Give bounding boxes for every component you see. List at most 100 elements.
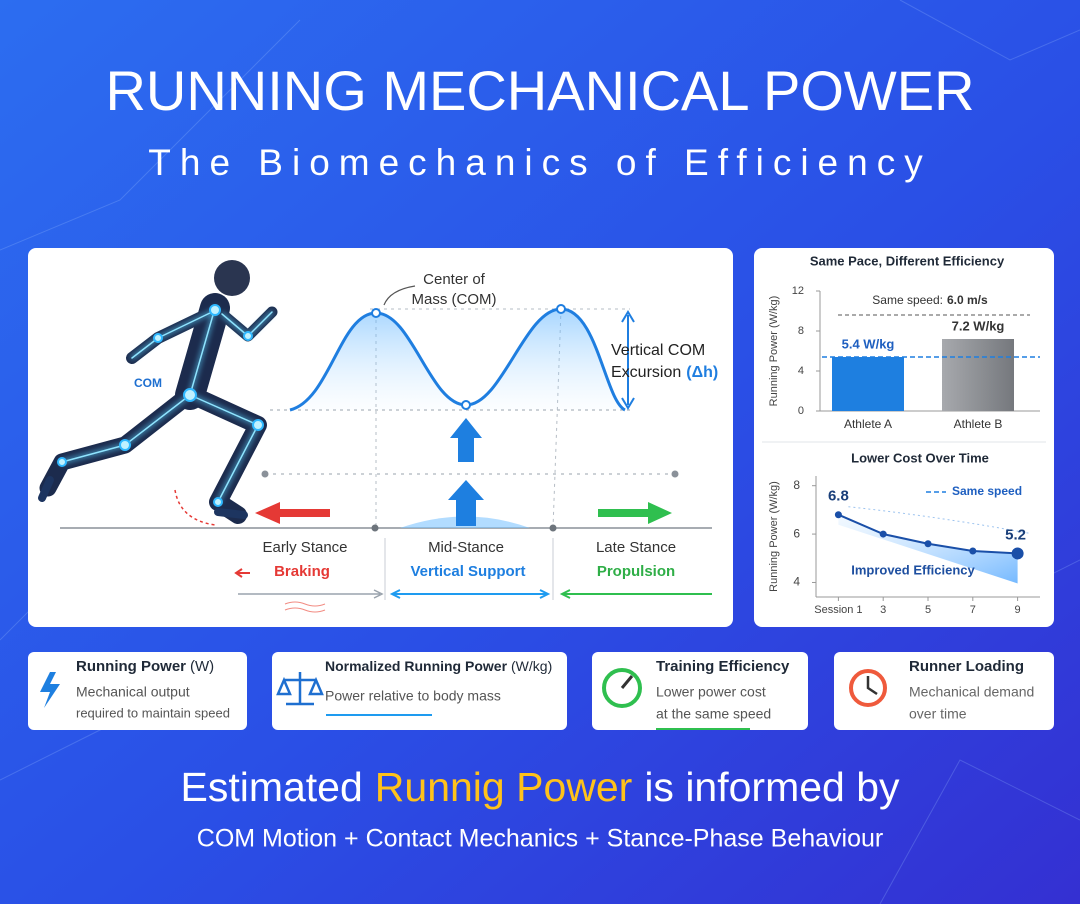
clock-icon (849, 669, 887, 707)
braking-arrow (255, 502, 330, 524)
footer-title: Estimated Runnig Power is informed by (180, 764, 900, 810)
clock-hands (866, 676, 878, 696)
excursion-label-text: Excursion (611, 364, 681, 381)
card-title: Running Power (W) (76, 658, 214, 675)
card-description: required to maintain speed (76, 705, 230, 720)
joint (252, 419, 264, 431)
legend-label: Same speed (952, 484, 1022, 498)
gauge-needle (620, 675, 634, 689)
phase-role: Vertical Support (410, 563, 525, 580)
phase-role: Propulsion (597, 563, 675, 580)
x-tick-label: Athlete B (954, 417, 1003, 431)
excursion-arrow (621, 310, 635, 410)
chart-title: Lower Cost Over Time (851, 450, 989, 465)
card-title-text: Running Power (76, 658, 186, 675)
guide-dot (671, 470, 679, 478)
phase-name: Early Stance (262, 539, 347, 556)
phase-name: Mid-Stance (428, 539, 504, 556)
bar (832, 357, 904, 411)
support-arrow (450, 418, 482, 462)
joint (209, 304, 221, 316)
point (1011, 547, 1024, 560)
card-title: Training Efficiency (656, 658, 790, 675)
support-arrow (448, 480, 484, 526)
title: RUNNING MECHANICAL POWER (105, 59, 974, 122)
runner (38, 260, 278, 524)
joint (57, 457, 67, 467)
gauge-ring (602, 668, 642, 708)
y-tick-label: 12 (792, 285, 804, 297)
footer-subtitle: COM Motion + Contact Mechanics + Stance-… (197, 825, 883, 853)
scale-icon (276, 672, 324, 706)
com-peak (556, 304, 566, 314)
card (28, 652, 247, 730)
shoe (214, 508, 248, 519)
phase-role: Braking (274, 563, 330, 580)
footer-tail: is informed by (644, 764, 900, 810)
card-title: Runner Loading (909, 658, 1024, 675)
com-marker: COM (134, 376, 162, 390)
annotation: Same speed: 6.0 m/s (872, 293, 988, 307)
excursion-label: Vertical COM (611, 342, 705, 359)
card-unit: (W/kg) (511, 658, 552, 674)
charts: Same Pace, Different Efficiency Running P… (768, 253, 1040, 616)
phase-bar (238, 589, 384, 599)
bar (942, 339, 1014, 411)
com-peak (371, 308, 381, 318)
x-tick-label: 9 (1015, 604, 1021, 616)
card (272, 652, 567, 730)
com-area (290, 309, 625, 410)
annotation: Improved Efficiency (851, 562, 975, 577)
x-tick-label: 5 (925, 604, 931, 616)
value-label: 7.2 W/kg (952, 318, 1005, 333)
x-tick-label: Session 1 (814, 604, 862, 616)
point (924, 540, 932, 548)
propulsion-arrow (598, 502, 672, 524)
com-label: Center of (423, 271, 486, 288)
card-description: over time (909, 706, 967, 722)
chart-title: Same Pace, Different Efficiency (810, 253, 1005, 268)
point (834, 511, 842, 519)
guide-dot (261, 470, 269, 478)
ground-dot (549, 524, 557, 532)
joint (153, 333, 163, 343)
y-axis-label: Running Power (W/kg) (768, 296, 780, 407)
card-title: Normalized Running Power (W/kg) (325, 658, 552, 674)
braking-icon (234, 568, 250, 578)
runner-joints (57, 304, 264, 507)
excursion-symbol: (Δh) (686, 364, 718, 381)
annotation-label: Same speed: (872, 293, 943, 307)
card-unit: (W) (190, 658, 214, 675)
clock-ring (849, 669, 887, 707)
card-description: Mechanical output (76, 684, 190, 700)
x-tick-label: 7 (970, 604, 976, 616)
joint (243, 331, 253, 341)
joint (213, 497, 223, 507)
y-axis-label: Running Power (W/kg) (768, 481, 780, 592)
com-diagram: Center of Mass (COM) Vertical COM Excurs… (60, 271, 718, 613)
com-label: Mass (COM) (412, 291, 497, 308)
y-tick-label: 8 (798, 325, 804, 337)
com-pointer (383, 285, 416, 306)
y-tick-label: 4 (793, 575, 800, 589)
subtitle: The Biomechanics of Efficiency (148, 142, 931, 183)
trend-area (838, 514, 1018, 584)
card-description: Lower power cost (656, 684, 766, 700)
card (834, 652, 1054, 730)
joint (183, 388, 197, 402)
x-tick-label: Athlete A (844, 417, 892, 431)
value-label: 5.2 (1005, 526, 1026, 543)
value-label: 6.8 (828, 488, 849, 505)
head (214, 260, 250, 296)
scale-lines (276, 672, 324, 706)
point (879, 530, 887, 538)
ground-dot (371, 524, 379, 532)
phase-bar (559, 589, 712, 599)
y-tick-label: 4 (798, 365, 804, 377)
gauge-icon (602, 668, 642, 708)
joint (119, 439, 131, 451)
shoe (38, 476, 54, 502)
